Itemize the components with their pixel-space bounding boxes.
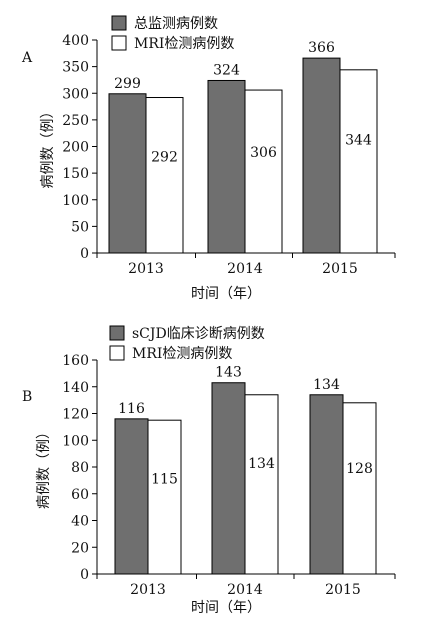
panel-b-x-tick-2014: 2014 — [227, 582, 263, 598]
panel-a-label: A — [21, 50, 33, 66]
panel-b-y-tick-160: 160 — [62, 353, 89, 369]
panel-b-y-tick-40: 40 — [71, 514, 89, 530]
panel-a-y-tick-300: 300 — [62, 86, 89, 102]
panel-b-value-label-2014-s2: 134 — [248, 456, 275, 472]
panel-b-bar-2014-s2 — [244, 394, 279, 575]
panel-b-value-label-2013-s2: 115 — [151, 472, 178, 488]
panel-a-y-tick-400: 400 — [62, 33, 89, 49]
panel-b-y-tick-0: 0 — [80, 567, 89, 583]
panel-b-bar-2013-s1 — [114, 418, 149, 575]
panel-b-bar-2013-s2 — [147, 419, 182, 575]
panel-b-x-tick-2013: 2013 — [130, 582, 166, 598]
panel-b-x-tick-2015: 2015 — [325, 582, 361, 598]
panel-b-y-axis-title: 病例数（例） — [36, 425, 52, 509]
panel-a-y-tick-150: 150 — [62, 166, 89, 182]
panel-a-legend-label-1: 总监测病例数 — [134, 16, 218, 32]
panel-a-y-tick-0: 0 — [80, 246, 89, 262]
panel-a-x-tick-2014: 2014 — [227, 261, 263, 277]
panel-b-legend-label-2: MRI检测病例数 — [132, 346, 232, 362]
panel-b-label: B — [22, 389, 32, 405]
panel-a-bar-2015-s1 — [302, 57, 341, 254]
panel-a-y-tick-50: 50 — [71, 219, 89, 235]
panel-a-bar-2014-s2 — [244, 89, 283, 254]
panel-a-bar-2013-s2 — [145, 97, 184, 254]
panel-a-bar-2014-s1 — [207, 79, 246, 254]
panel-a-legend-label-2: MRI检测病例数 — [134, 36, 234, 52]
panel-b-y-tick-120: 120 — [62, 407, 89, 423]
panel-b-legend-label-1: sCJD临床诊断病例数 — [132, 326, 265, 342]
panel-b-bar-2015-s1 — [309, 394, 344, 575]
panel-b-bar-2014-s1 — [211, 382, 246, 575]
panel-b-value-label-2014-s1: 143 — [215, 365, 242, 381]
panel-a-x-tick-2013: 2013 — [128, 261, 164, 277]
panel-a-y-tick-250: 250 — [62, 113, 89, 129]
panel-b-y-tick-60: 60 — [71, 487, 89, 503]
panel-a-y-tick-350: 350 — [62, 60, 89, 76]
panel-a-value-label-2015-s1: 366 — [308, 40, 335, 56]
panel-a-y-axis-title: 病例数（例） — [40, 105, 56, 189]
panel-b-x-axis-title: 时间（年） — [191, 600, 261, 616]
panel-b-legend-swatch-2 — [109, 345, 125, 361]
panel-a-bar-2015-s2 — [339, 69, 378, 254]
panel-a-y-tick-200: 200 — [62, 140, 89, 156]
panel-b-y-tick-80: 80 — [71, 460, 89, 476]
panel-a-bar-2013-s1 — [108, 93, 147, 254]
panel-a-legend-swatch-2 — [111, 35, 127, 51]
panel-b-value-label-2013-s1: 116 — [118, 401, 145, 417]
panel-a-legend-swatch-1 — [111, 15, 127, 31]
panel-a-y-tick-100: 100 — [62, 193, 89, 209]
panel-b-y-tick-140: 140 — [62, 380, 89, 396]
panel-a-value-label-2015-s2: 344 — [345, 132, 372, 148]
panel-a-x-axis-title: 时间（年） — [191, 286, 261, 302]
panel-a-value-label-2013-s1: 299 — [114, 76, 141, 92]
panel-b-y-tick-20: 20 — [71, 540, 89, 556]
panel-b-value-label-2015-s1: 134 — [313, 377, 340, 393]
panel-a-value-label-2014-s1: 324 — [213, 62, 240, 78]
panel-a-x-tick-2015: 2015 — [322, 261, 358, 277]
panel-b-legend-swatch-1 — [109, 325, 125, 341]
panel-b-bar-2015-s2 — [342, 402, 377, 575]
panel-b-value-label-2015-s2: 128 — [346, 461, 373, 477]
panel-b-y-tick-100: 100 — [62, 433, 89, 449]
panel-a-value-label-2013-s2: 292 — [151, 150, 178, 166]
panel-a-value-label-2014-s2: 306 — [250, 145, 277, 161]
